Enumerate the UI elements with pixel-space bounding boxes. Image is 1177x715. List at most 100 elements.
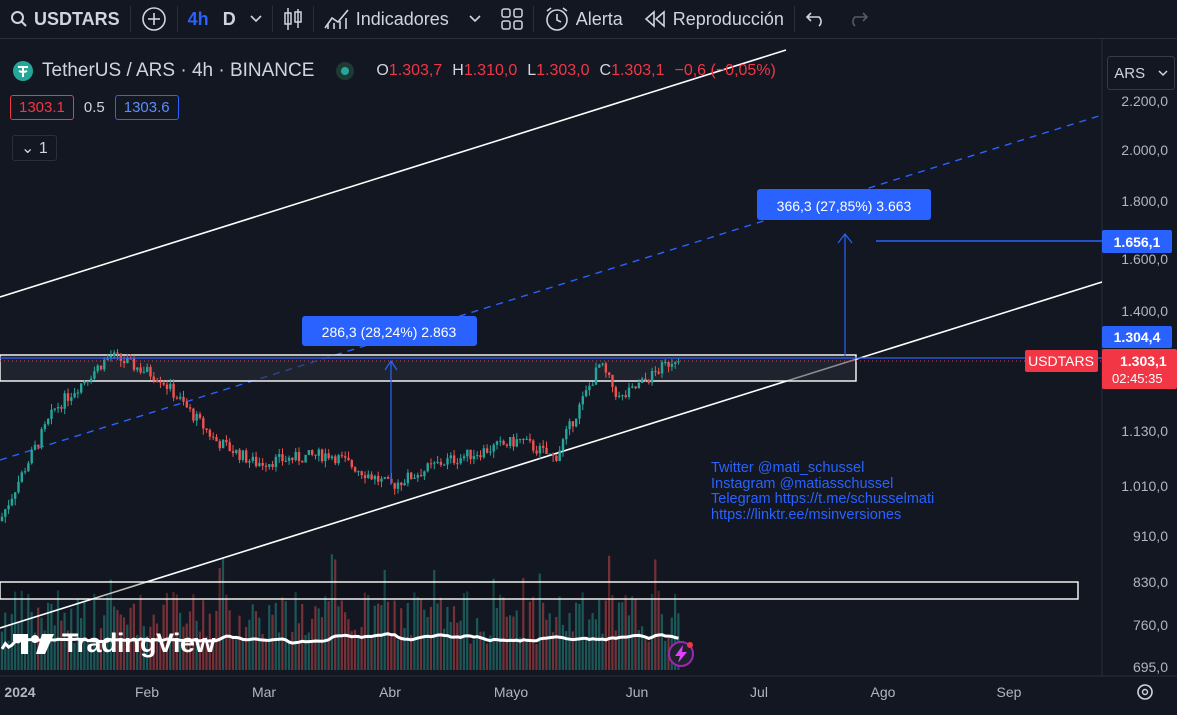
candle-body (14, 492, 17, 499)
timeframe-d[interactable]: D (222, 8, 236, 29)
volume-bar (56, 590, 60, 670)
volume-bar (624, 595, 627, 670)
candle-body (155, 380, 159, 382)
candle-body (584, 390, 588, 397)
volume-bar (159, 643, 162, 670)
redo-icon (852, 12, 868, 27)
chart-type-button[interactable] (273, 0, 313, 38)
volume-bar (522, 577, 525, 670)
indicators-button[interactable]: Indicadores (314, 0, 459, 38)
candle-body (119, 353, 122, 361)
candle-body (241, 450, 245, 460)
candle-body (7, 505, 10, 510)
sell-price-button[interactable]: 1303.1 (10, 95, 74, 120)
volume-bar (146, 636, 149, 670)
replay-button[interactable]: Reproducción (633, 0, 794, 38)
volume-bar (152, 614, 155, 670)
price-axis-ticks: 2.200,0 2.000,0 1.800,0 1.600,0 1.400,0 1.130… (1121, 93, 1168, 675)
volume-bar (433, 569, 436, 670)
tradingview-logo[interactable]: TradingView (12, 628, 216, 659)
volume-bar (311, 618, 314, 670)
candle-body (281, 454, 284, 462)
volume-bar (294, 591, 297, 670)
volume-bar (406, 603, 409, 670)
volume-bar (324, 595, 327, 670)
support-zone (0, 581, 1079, 600)
candle-body (601, 363, 604, 365)
volume-bar (136, 634, 139, 670)
candle-body (654, 370, 657, 372)
volume-bar (96, 640, 99, 670)
candle-body (185, 401, 188, 408)
channel-upper-line (0, 49, 787, 298)
volume-bar (575, 602, 578, 670)
timeframe-4h[interactable]: 4h (187, 8, 209, 29)
time-axis-label: Jul (750, 684, 768, 700)
undo-button[interactable] (795, 0, 837, 38)
volume-bar (281, 597, 284, 670)
candle-body (60, 407, 63, 409)
volume-bar (446, 606, 449, 670)
indicators-dropdown[interactable] (459, 0, 491, 38)
settings-gear-icon[interactable] (1137, 684, 1153, 700)
redo-button[interactable] (837, 0, 879, 38)
volume-bar (337, 606, 340, 670)
volume-bar (139, 595, 142, 670)
telegram-text: Telegram https://t.me/schusselmati (711, 491, 935, 507)
candle-body (70, 397, 73, 401)
volume-bar (558, 596, 561, 670)
indicators-collapse-button[interactable]: ⌄ 1 (12, 135, 57, 161)
market-status-icon[interactable] (336, 62, 355, 80)
time-axis-label: Mar (252, 684, 276, 700)
candle-body (608, 372, 611, 375)
candle-body (456, 463, 459, 465)
candle-body (400, 482, 403, 486)
candle-body (271, 464, 274, 467)
candle-body (357, 471, 360, 473)
bolt-icon[interactable] (668, 641, 694, 667)
candle-body (304, 454, 307, 463)
volume-bar (271, 614, 274, 670)
volume-bar (584, 636, 588, 670)
social-links: Twitter @mati_schussel Instagram @matias… (711, 460, 935, 523)
time-axis-labels: 2024 Feb Mar Abr Mayo Jun Jul Ago Sep (4, 684, 1021, 700)
buy-price-button[interactable]: 1303.6 (114, 95, 179, 120)
symbol-search[interactable]: USDTARS (0, 0, 130, 38)
currency-selector[interactable]: ARS (1107, 56, 1175, 90)
volume-bar (278, 632, 281, 670)
volume-bar (456, 622, 459, 670)
volume-bar (548, 613, 551, 670)
price-tick-label: 2.200,0 (1121, 93, 1168, 109)
add-symbol-button[interactable] (131, 0, 177, 38)
volume-bar (403, 627, 406, 670)
candle-body (99, 365, 103, 370)
candle-body (116, 352, 119, 354)
candle-body (284, 460, 287, 462)
layout-button[interactable] (491, 0, 533, 38)
volume-bar (7, 640, 10, 670)
candle-body (56, 407, 60, 409)
volume-bar (248, 619, 251, 670)
candle-body (670, 363, 674, 367)
volume-bar (489, 635, 492, 670)
alert-button[interactable]: Alerta (534, 0, 633, 38)
timeframe-dropdown[interactable] (240, 0, 272, 38)
volume-bar (225, 594, 228, 670)
volume-bar (594, 619, 597, 670)
price-chart[interactable]: 286,3 (28,24%) 2.863 366,3 (27,85%) 3.66… (0, 39, 1177, 715)
volume-bar (86, 640, 89, 670)
time-axis-label: 2024 (4, 684, 35, 700)
candle-body (261, 463, 264, 466)
candle-body (129, 358, 132, 360)
candle-body (413, 477, 416, 479)
volume-bar (149, 626, 152, 670)
volume-bar (591, 612, 594, 670)
candle-body (297, 451, 301, 462)
candle-body (426, 463, 429, 472)
volume-bar (274, 602, 277, 670)
volume-bar (185, 623, 188, 670)
volume-bar (165, 592, 168, 670)
candle-body (278, 454, 281, 457)
candle-body (4, 509, 7, 517)
volume-bar (390, 633, 393, 670)
